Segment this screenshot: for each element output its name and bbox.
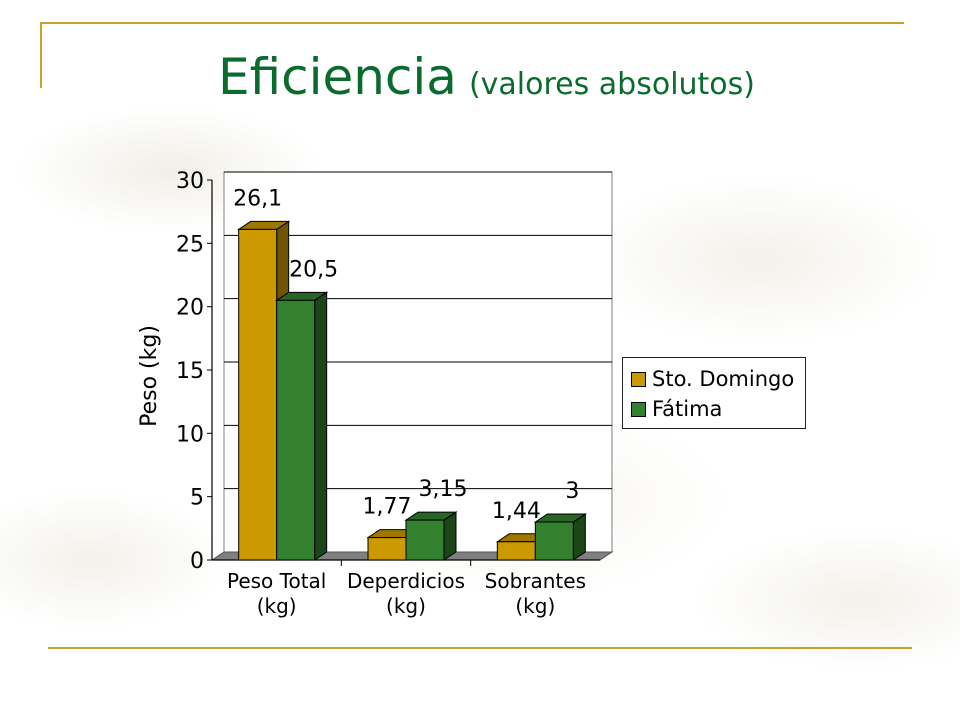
data-label: 1,44	[492, 499, 541, 524]
bar-sto-domingo	[496, 541, 536, 561]
y-tick-label: 20	[176, 296, 204, 321]
bar-sto-domingo	[238, 228, 278, 561]
left-accent-line	[40, 22, 42, 88]
y-tick-label: 5	[190, 486, 204, 511]
bar-sto-domingo	[367, 537, 407, 561]
legend-label-fatima: Fátima	[652, 397, 723, 421]
y-tick-label: 25	[176, 232, 204, 257]
data-label: 20,5	[289, 257, 338, 282]
chart-legend: Sto. Domingo Fátima	[622, 357, 806, 429]
x-tick-label: Deperdicios	[347, 569, 465, 593]
x-tick-label: (kg)	[386, 594, 426, 618]
data-label: 1,77	[363, 495, 412, 520]
legend-swatch-sto-domingo	[631, 371, 646, 387]
data-label: 3,15	[419, 477, 468, 502]
top-accent-line	[40, 22, 904, 24]
y-tick-label: 30	[176, 169, 204, 194]
legend-swatch-fatima	[631, 401, 646, 417]
title-subtitle: (valores absolutos)	[468, 67, 755, 102]
y-tick-label: 10	[176, 422, 204, 447]
legend-label-sto-domingo: Sto. Domingo	[652, 367, 795, 391]
x-tick-label: (kg)	[257, 594, 297, 618]
legend-item-sto-domingo: Sto. Domingo	[631, 364, 805, 394]
x-tick-label: Sobrantes	[485, 569, 586, 593]
title-main: Eficiencia	[218, 48, 457, 106]
bar-f-tima	[534, 521, 574, 561]
bottom-accent-line	[48, 647, 912, 649]
legend-item-fatima: Fátima	[631, 394, 805, 424]
y-axis-title: Peso (kg)	[137, 325, 162, 427]
y-tick-label: 15	[176, 359, 204, 384]
data-label: 26,1	[233, 186, 282, 211]
slide-title: Eficiencia (valores absolutos)	[218, 48, 755, 106]
y-tick-label: 0	[190, 549, 204, 574]
x-tick-label: (kg)	[515, 594, 555, 618]
x-tick-label: Peso Total	[227, 569, 326, 593]
bar-side-f-tima	[314, 291, 328, 561]
bar-f-tima	[405, 519, 445, 561]
data-label: 3	[565, 479, 579, 504]
bar-f-tima	[276, 299, 316, 561]
